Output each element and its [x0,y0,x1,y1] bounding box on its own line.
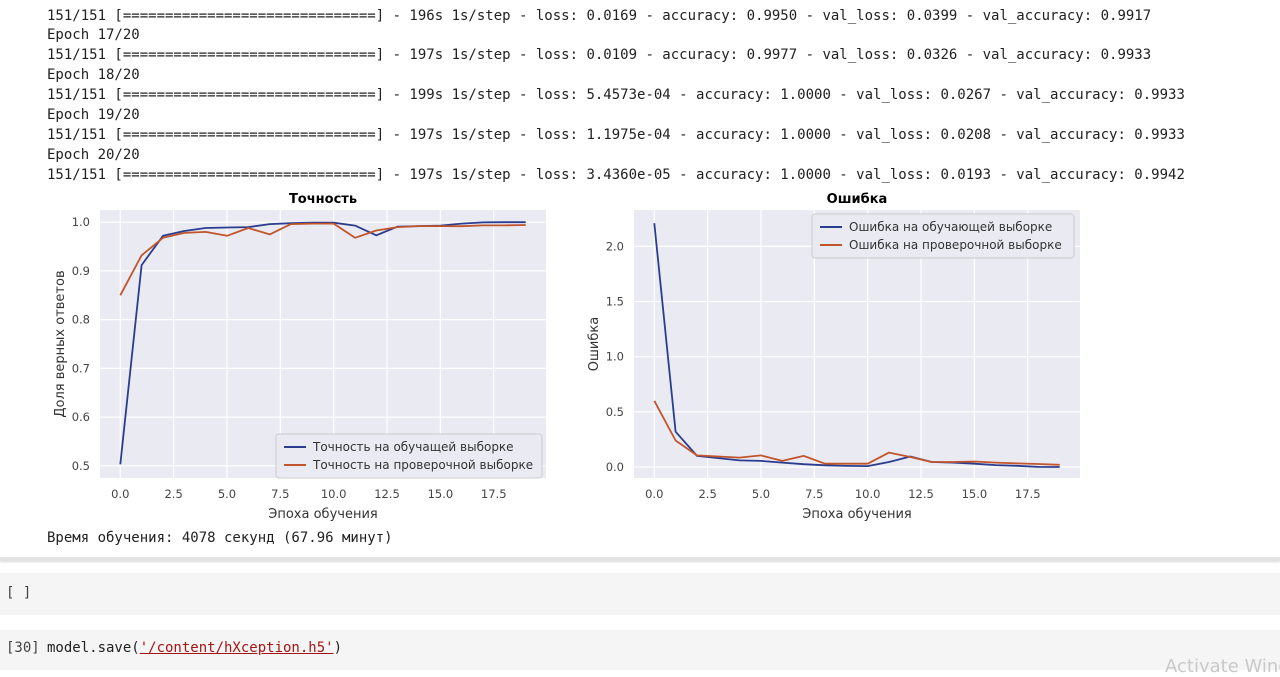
log-line: Epoch 20/20 [47,147,140,163]
log-line: 151/151 [==============================]… [47,8,1152,24]
log-line: Epoch 19/20 [47,107,140,123]
series-line-1 [653,400,1060,466]
plot-area [100,210,546,478]
loss-chart: Ошибка 0.0 2.5 5.0 7.5 10.0 12.5 15.0 17.5 0.0 0.… [587,192,1080,522]
accuracy-chart: Точность 0.0 2.5 5.0 7.5 10.0 12.5 15.0 17.5 0.5… [53,192,546,522]
y-tick-label: 0.8 [72,313,90,327]
code-text: model.save( [47,640,140,656]
y-tick-label: 2.0 [606,239,624,253]
legend-box [811,213,1075,259]
training-time-output: Время обучения: 4078 секунд (67.96 минут… [47,530,393,546]
execution-count[interactable]: [30] [6,640,40,656]
y-tick-label: 1.5 [606,295,624,309]
legend-entry: Точность на проверочной выборке [312,458,533,472]
y-tick-label: 0.9 [72,264,90,278]
x-tick-label: 7.5 [805,487,823,501]
series-line-0 [653,223,1060,468]
x-tick-label: 2.5 [164,487,182,501]
x-tick-label: 17.5 [481,487,507,501]
code-string-literal: '/content/hXception.h5' [139,640,334,656]
training-log-output: 151/151 [==============================]… [47,0,1185,183]
x-tick-label: 10.0 [855,487,881,501]
output-divider [0,557,1280,561]
y-tick-label: 0.0 [606,460,624,474]
y-axis-label: Ошибка [587,317,602,371]
legend-box [275,433,543,479]
y-tick-label: 1.0 [72,215,90,229]
y-tick-label: 0.5 [72,459,90,473]
activate-windows-watermark: Activate Windows [1165,656,1280,677]
x-axis-label: Эпоха обучения [802,507,911,522]
code-text: ) [333,640,343,656]
empty-code-cell[interactable]: [ ] [0,573,1280,615]
code-editor[interactable]: model.save('/content/hXception.h5') [47,640,342,656]
x-tick-label: 7.5 [271,487,289,501]
y-tick-label: 0.6 [72,410,90,424]
log-line: 151/151 [==============================]… [47,87,1185,103]
log-line: Epoch 17/20 [47,27,140,43]
log-line: 151/151 [==============================]… [47,47,1152,63]
series-line-1 [119,222,526,296]
x-tick-label: 10.0 [321,487,347,501]
chart-title: Точность [289,192,357,207]
x-tick-label: 12.5 [374,487,400,501]
x-tick-label: 5.0 [752,487,770,501]
run-cell-button[interactable]: [ ] [6,585,32,601]
x-tick-label: 0.0 [645,487,663,501]
y-tick-label: 0.5 [606,405,624,419]
log-line: 151/151 [==============================]… [47,167,1185,183]
legend-entry: Ошибка на проверочной выборке [849,238,1062,252]
x-tick-label: 15.0 [428,487,454,501]
x-tick-label: 5.0 [218,487,236,501]
log-line: Epoch 18/20 [47,67,140,83]
y-axis-label: Доля верных ответов [53,270,68,417]
legend-entry: Точность на обучащей выборке [312,440,514,454]
x-axis-label: Эпоха обучения [268,507,377,522]
x-tick-label: 2.5 [698,487,716,501]
chart-title: Ошибка [827,192,888,207]
log-line: 151/151 [==============================]… [47,127,1185,143]
legend-entry: Ошибка на обучающей выборке [849,220,1052,234]
y-tick-label: 1.0 [606,350,624,364]
x-tick-label: 17.5 [1015,487,1041,501]
x-tick-label: 12.5 [908,487,934,501]
x-tick-label: 0.0 [111,487,129,501]
x-tick-label: 15.0 [962,487,988,501]
y-tick-label: 0.7 [72,361,90,375]
code-cell[interactable]: [30] model.save('/content/hXception.h5') [0,630,1280,670]
